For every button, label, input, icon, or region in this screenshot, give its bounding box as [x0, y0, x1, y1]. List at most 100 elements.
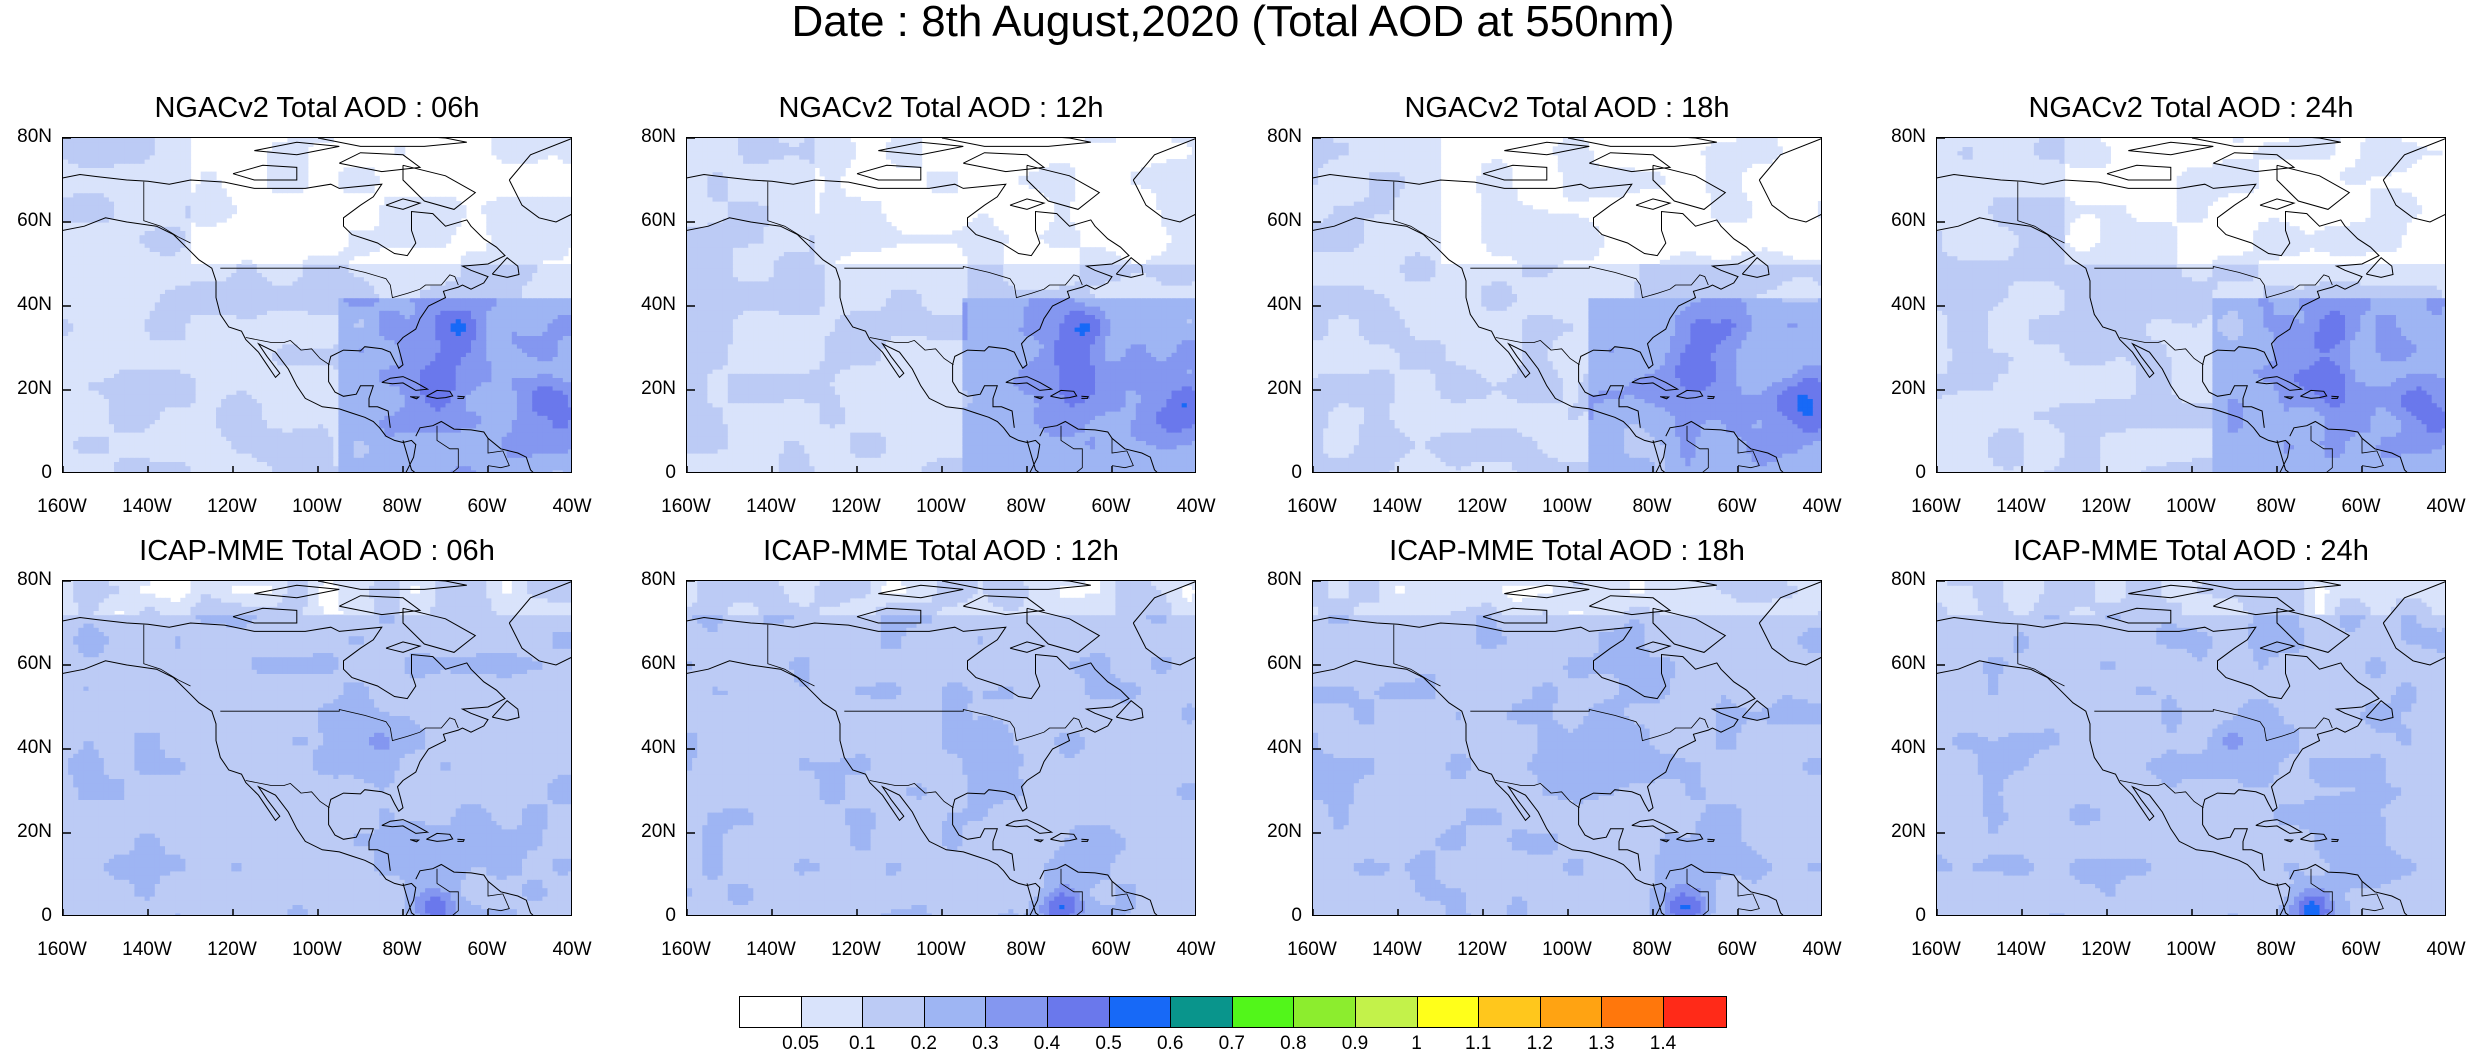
country-border [844, 708, 1083, 742]
coastline [232, 164, 298, 181]
country-border [220, 265, 459, 299]
colorbar-label: 0.4 [1017, 1034, 1077, 1054]
coastline [426, 389, 454, 399]
colorbar-swatch [863, 997, 925, 1027]
coastline [381, 819, 430, 834]
country-border [1470, 708, 1709, 742]
country-border [436, 868, 459, 915]
coastline [2255, 376, 2304, 391]
panel-title: ICAP-MME Total AOD : 24h [1936, 536, 2446, 566]
map-panel: NGACv2 Total AOD : 12h 80N 60N 40N 20N 0 160W 1… [641, 93, 1215, 517]
lat-tick-label: 0 [0, 906, 52, 926]
country-border [1686, 425, 1709, 472]
country-border [1737, 881, 1760, 912]
lat-tick-label: 20N [0, 822, 52, 842]
coastline [2382, 138, 2445, 223]
coastline [878, 584, 964, 599]
aod-map [62, 137, 572, 473]
coastline [1026, 607, 1101, 653]
axis-ticks [1937, 581, 2363, 915]
coastline [1635, 641, 1672, 653]
coastline [402, 883, 416, 915]
coastline [339, 595, 422, 616]
country-border [1686, 868, 1709, 915]
lon-tick-label: 140W [1362, 497, 1432, 517]
coastline [1482, 164, 1548, 181]
coastline [63, 173, 506, 428]
country-border [869, 780, 954, 809]
lat-tick-label: 80N [0, 127, 52, 147]
lon-tick-label: 80W [2241, 497, 2311, 517]
lon-tick-label: 160W [651, 497, 721, 517]
lon-tick-label: 160W [1901, 940, 1971, 960]
country-border [2361, 438, 2384, 469]
lon-tick-label: 60W [452, 497, 522, 517]
coastline [1034, 396, 1045, 400]
lon-tick-label: 160W [27, 497, 97, 517]
coastline [1660, 396, 1671, 400]
coastline [941, 581, 1091, 590]
country-border [1495, 337, 1580, 366]
panel-title: ICAP-MME Total AOD : 12h [686, 536, 1196, 566]
lon-tick-label: 140W [736, 940, 806, 960]
coastline [402, 440, 416, 472]
colorbar-swatch [1663, 997, 1726, 1027]
country-border [2310, 425, 2333, 472]
coastlines [1937, 138, 2445, 472]
coastline [1589, 152, 1672, 173]
coastline [687, 660, 1041, 915]
coastline [2191, 138, 2341, 147]
coastline [1665, 420, 1784, 472]
coastline [1026, 164, 1101, 210]
coastline [1009, 641, 1046, 653]
country-border [1111, 438, 1134, 469]
coastline [1081, 395, 1089, 399]
lon-tick-label: 120W [2071, 497, 2141, 517]
country-border [1737, 438, 1760, 469]
panel-title: ICAP-MME Total AOD : 18h [1312, 536, 1822, 566]
coastline [1026, 883, 1040, 915]
country-border [436, 425, 459, 472]
coastline [1115, 257, 1144, 278]
lat-tick-label: 80N [0, 570, 52, 590]
colorbar-swatch [1109, 997, 1172, 1027]
coastline [457, 395, 465, 399]
lon-tick-label: 100W [2156, 940, 2226, 960]
lat-tick-label: 80N [1250, 570, 1302, 590]
coastline [1313, 616, 1756, 871]
aod-map [62, 580, 572, 916]
lon-tick-label: 100W [282, 940, 352, 960]
colorbar-label: 0.7 [1202, 1034, 1262, 1054]
colorbar-swatch [801, 997, 864, 1027]
aod-field [63, 138, 571, 472]
coastlines [687, 138, 1195, 472]
coastline [856, 164, 922, 181]
country-border [143, 624, 191, 687]
lon-tick-label: 160W [651, 940, 721, 960]
aod-map [1312, 580, 1822, 916]
lon-tick-label: 120W [1447, 940, 1517, 960]
lon-tick-label: 140W [1986, 497, 2056, 517]
country-border [869, 337, 954, 366]
lat-tick-label: 80N [1250, 127, 1302, 147]
lat-tick-label: 60N [1874, 211, 1926, 231]
coastline [1635, 198, 1672, 210]
axis-ticks [63, 138, 489, 472]
coastlines [1313, 138, 1821, 472]
coastline [317, 138, 467, 147]
lon-tick-label: 160W [1277, 497, 1347, 517]
lat-tick-label: 40N [1250, 295, 1302, 315]
country-border [767, 181, 815, 244]
lon-tick-label: 100W [906, 940, 976, 960]
aod-map [1936, 580, 2446, 916]
coastline [1009, 198, 1046, 210]
colorbar-swatch [1355, 997, 1418, 1027]
aod-field [1937, 581, 2445, 915]
map-panel: NGACv2 Total AOD : 24h 80N 60N 40N 20N 0 160W 1… [1891, 93, 2465, 517]
lat-tick-label: 20N [1250, 379, 1302, 399]
coastline [1707, 395, 1715, 399]
main-title: Date : 8th August,2020 (Total AOD at 550… [0, 0, 2466, 44]
coastline [1050, 389, 1078, 399]
axis-ticks [1313, 138, 1739, 472]
colorbar-swatch [924, 997, 987, 1027]
